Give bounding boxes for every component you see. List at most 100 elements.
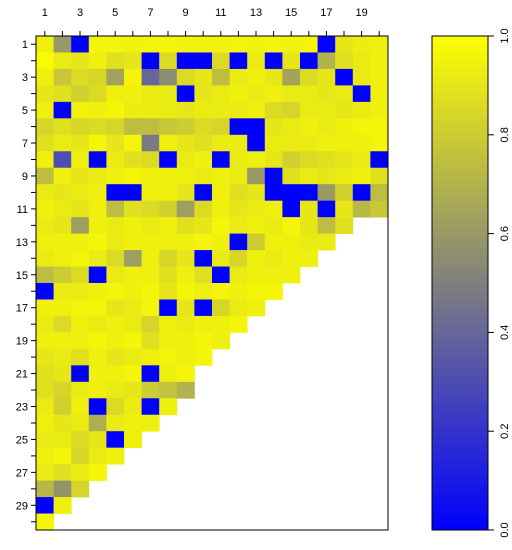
heatmap-cell — [229, 68, 248, 86]
heatmap-cell — [247, 167, 266, 185]
heatmap-cell — [36, 513, 54, 531]
heatmap-cell — [88, 299, 107, 317]
heatmap-cell — [335, 118, 354, 136]
heatmap-cell — [212, 134, 230, 152]
heatmap-cell — [335, 151, 354, 169]
heatmap-cell — [194, 167, 213, 185]
heatmap-cell — [247, 151, 266, 169]
heatmap-cell — [36, 217, 54, 234]
heatmap-cell — [212, 36, 230, 53]
heatmap-cell — [370, 101, 389, 119]
x-tick-label: 3 — [77, 7, 83, 19]
heatmap-cell — [124, 167, 142, 185]
heatmap-cell — [264, 52, 283, 70]
heatmap-cell — [106, 299, 125, 317]
heatmap-cell — [317, 85, 336, 103]
heatmap-cell — [194, 315, 213, 333]
heatmap-cell — [176, 85, 195, 103]
heatmap-cell — [317, 151, 336, 169]
heatmap-cell — [159, 118, 178, 136]
heatmap-cell — [176, 332, 195, 350]
heatmap-cell — [300, 134, 318, 152]
heatmap-cell — [36, 283, 54, 300]
y-tick-label: 15 — [16, 270, 28, 282]
heatmap-cell — [53, 233, 72, 251]
heatmap-cell — [53, 464, 72, 481]
heatmap-cell — [317, 200, 336, 218]
heatmap-cell — [36, 381, 54, 399]
heatmap-cell — [300, 101, 318, 119]
heatmap-cell — [194, 250, 213, 267]
colorbar-tick-label: 0.2 — [499, 424, 511, 439]
heatmap-cell — [159, 85, 178, 103]
heatmap-cell — [36, 315, 54, 333]
heatmap-cell — [300, 217, 318, 234]
heatmap-cell — [352, 184, 371, 202]
heatmap-cell — [176, 315, 195, 333]
heatmap-cell — [88, 250, 107, 267]
heatmap-cell — [124, 315, 142, 333]
heatmap-cell — [247, 85, 266, 103]
heatmap-cell — [159, 398, 178, 416]
heatmap-cell — [124, 118, 142, 136]
heatmap-cell — [229, 250, 248, 267]
heatmap-cell — [176, 184, 195, 202]
heatmap-cell — [212, 315, 230, 333]
heatmap-cell — [176, 217, 195, 234]
heatmap-cell — [53, 299, 72, 317]
plot-frame — [35, 35, 389, 531]
heatmap-cell — [88, 398, 107, 416]
heatmap-cell — [88, 101, 107, 119]
heatmap-cell — [282, 52, 301, 70]
heatmap-cell — [71, 217, 90, 234]
heatmap-cell — [352, 200, 371, 218]
heatmap-cell — [141, 217, 160, 234]
y-tick-label: 21 — [16, 369, 28, 381]
heatmap-cell — [88, 266, 107, 284]
heatmap-cell — [194, 134, 213, 152]
heatmap-cell — [159, 151, 178, 169]
heatmap-cell — [176, 299, 195, 317]
heatmap-cell — [300, 184, 318, 202]
heatmap-cell — [71, 348, 90, 366]
heatmap-cell — [106, 447, 125, 465]
heatmap-cell — [106, 68, 125, 86]
heatmap-cell — [317, 52, 336, 70]
heatmap-cell — [124, 414, 142, 432]
heatmap-cell — [106, 85, 125, 103]
heatmap-cell — [159, 283, 178, 300]
heatmap-cell — [36, 266, 54, 284]
heatmap-cell — [124, 381, 142, 399]
heatmap-cell — [106, 381, 125, 399]
heatmap-cell — [124, 266, 142, 284]
heatmap-cell — [264, 36, 283, 53]
heatmap-cell — [88, 431, 107, 449]
heatmap-cell — [71, 52, 90, 70]
heatmap-cell — [194, 217, 213, 234]
heatmap-cell — [124, 52, 142, 70]
heatmap-cell — [194, 299, 213, 317]
heatmap-cell — [176, 250, 195, 267]
heatmap-cell — [317, 184, 336, 202]
heatmap-cell — [247, 250, 266, 267]
heatmap-cell — [194, 283, 213, 300]
heatmap-cell — [53, 497, 72, 514]
heatmap-cell — [229, 167, 248, 185]
heatmap-cell — [71, 381, 90, 399]
heatmap-cell — [335, 167, 354, 185]
heatmap-cell — [53, 118, 72, 136]
heatmap-cell — [212, 52, 230, 70]
heatmap-cell — [370, 52, 389, 70]
heatmap-cell — [194, 52, 213, 70]
heatmap-cell — [212, 167, 230, 185]
heatmap-cell — [71, 85, 90, 103]
heatmap-cell — [36, 200, 54, 218]
heatmap-cell — [88, 200, 107, 218]
heatmap-cell — [53, 381, 72, 399]
heatmap-cell — [282, 101, 301, 119]
heatmap-cell — [36, 134, 54, 152]
heatmap-cell — [88, 118, 107, 136]
heatmap-cell — [352, 118, 371, 136]
heatmap-cell — [53, 315, 72, 333]
heatmap-cell — [71, 398, 90, 416]
